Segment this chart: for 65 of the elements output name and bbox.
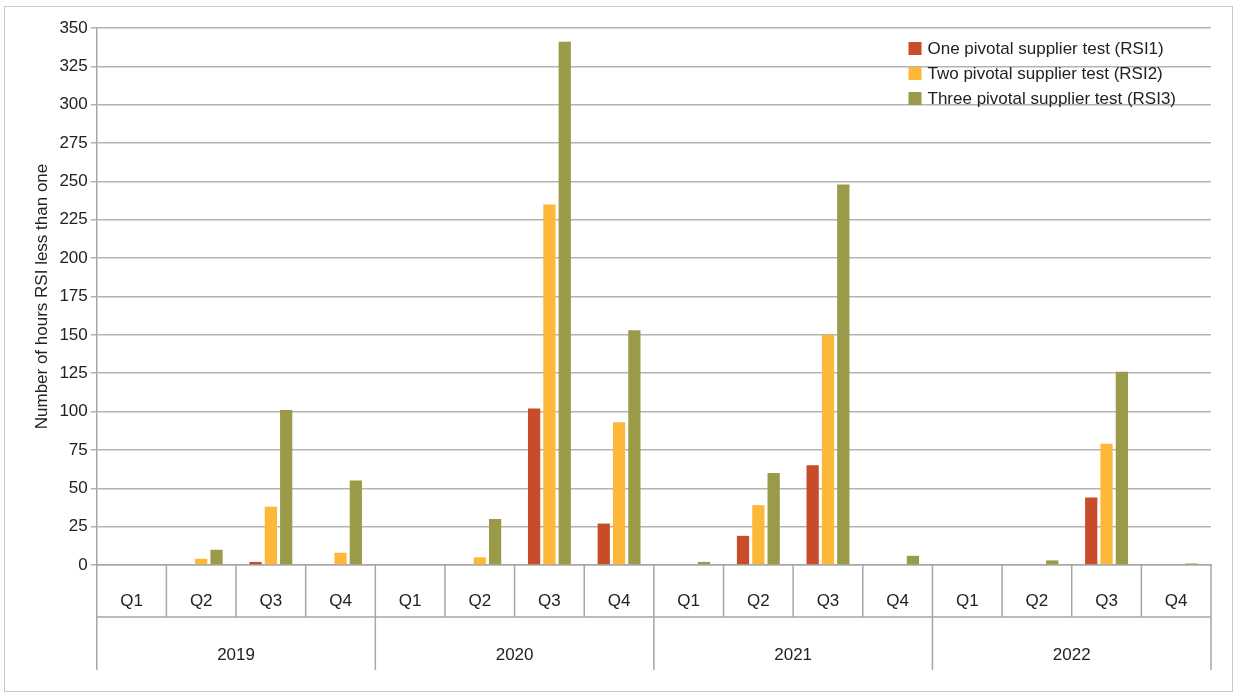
bar <box>488 518 502 565</box>
bar <box>806 465 819 565</box>
y-tick-label: 250 <box>59 171 88 191</box>
text: 2021 <box>774 644 813 664</box>
bar <box>837 184 850 565</box>
y-tick-label: 325 <box>59 56 88 76</box>
x-tick-label: Q3 <box>538 590 561 610</box>
bar <box>543 204 556 565</box>
bar <box>736 535 750 565</box>
y-tick-label: 175 <box>59 286 88 306</box>
text: 2022 <box>1052 644 1091 664</box>
bar <box>349 480 362 565</box>
bar <box>264 506 277 565</box>
bar <box>1046 560 1059 565</box>
x-tick-label: Q1 <box>398 590 422 610</box>
x-tick-label: Q2 <box>747 590 770 610</box>
x-tick-label: Q3 <box>259 590 283 610</box>
y-tick-label: 150 <box>59 324 88 344</box>
text: 2020 <box>495 644 534 664</box>
text: 2019 <box>217 644 255 664</box>
x-tick-label: Q1 <box>120 590 143 610</box>
bar <box>821 334 835 565</box>
x-tick-label: Q4 <box>607 590 631 610</box>
bar <box>334 552 347 565</box>
bar <box>1100 443 1113 565</box>
bar <box>280 410 293 565</box>
bar <box>210 549 223 565</box>
bar <box>612 422 626 565</box>
y-tick-label: 300 <box>59 94 88 114</box>
legend-label: Three pivotal supplier test (RSI3) <box>927 88 1177 108</box>
x-tick-label: Q4 <box>886 590 909 610</box>
x-tick-label: Q4 <box>329 590 352 610</box>
bar <box>767 472 780 565</box>
x-tick-label: Q4 <box>1164 590 1188 610</box>
bar <box>527 408 541 565</box>
bar <box>249 561 262 565</box>
bar <box>1115 371 1128 565</box>
x-tick-label: Q1 <box>955 590 979 610</box>
x-tick-label: Q2 <box>468 590 492 610</box>
y-tick-label: 100 <box>59 401 88 421</box>
bar <box>597 523 610 565</box>
bar <box>906 555 920 565</box>
bar <box>473 557 486 565</box>
y-tick-label: 275 <box>59 132 88 152</box>
y-tick-label: 350 <box>59 17 88 37</box>
x-tick-label: Q3 <box>816 590 840 610</box>
x-tick-label: Q2 <box>1025 590 1049 610</box>
bar <box>558 41 571 565</box>
bar <box>1085 497 1098 565</box>
y-axis-title: Number of hours RSI less than one <box>31 163 51 430</box>
y-tick-label: 125 <box>59 362 88 382</box>
legend-label: Two pivotal supplier test (RSI2) <box>927 63 1163 83</box>
y-tick-label: 225 <box>59 209 88 229</box>
legend-label: One pivotal supplier test (RSI1) <box>927 38 1164 58</box>
y-tick-label: 200 <box>59 247 88 267</box>
x-tick-label: Q2 <box>189 590 213 610</box>
y-tick-label: 50 <box>68 477 88 497</box>
x-tick-label: Q3 <box>1095 590 1118 610</box>
bar <box>195 558 208 565</box>
y-tick-label: 25 <box>68 516 88 536</box>
bar <box>628 330 641 565</box>
y-tick-label: 75 <box>68 439 88 459</box>
y-tick-label: 0 <box>78 554 88 574</box>
bar <box>752 505 765 565</box>
x-tick-label: Q1 <box>677 590 701 610</box>
